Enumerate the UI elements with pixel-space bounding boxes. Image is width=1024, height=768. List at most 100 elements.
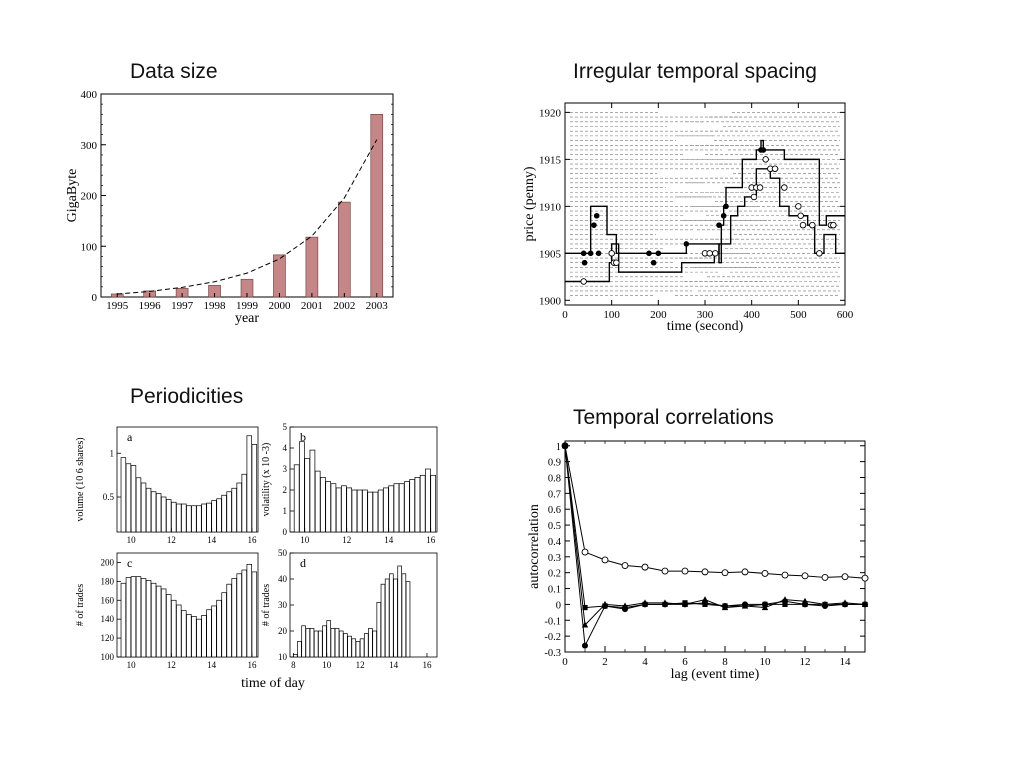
y-tick-label: -0.2 bbox=[544, 632, 561, 643]
data-point-open-circle bbox=[741, 568, 749, 576]
histogram-bar bbox=[251, 571, 258, 658]
trade-point-open bbox=[781, 184, 788, 191]
caption-periodicities: Periodicities bbox=[130, 385, 244, 408]
data-point-open-circle bbox=[841, 573, 849, 581]
data-point-filled-triangle bbox=[601, 600, 609, 607]
data-point-open-circle bbox=[821, 573, 829, 581]
trade-point-open bbox=[771, 165, 779, 173]
x-axis-label: year bbox=[235, 311, 259, 326]
data-point-open-circle bbox=[801, 572, 809, 580]
x-tick-label: 10 bbox=[760, 656, 772, 668]
y-tick-label: 0.9 bbox=[548, 458, 561, 469]
panel-letter: c bbox=[127, 556, 132, 570]
y-tick-label: 0.2 bbox=[548, 569, 561, 580]
data-point-open-circle bbox=[581, 548, 589, 556]
data-point-filled-triangle bbox=[661, 599, 669, 606]
trade-point-filled bbox=[580, 250, 587, 257]
x-tick-label: 400 bbox=[743, 309, 760, 321]
x-tick-label: 10 bbox=[127, 660, 137, 670]
x-tick-label: 16 bbox=[247, 535, 257, 545]
x-tick-label: 1999 bbox=[236, 300, 259, 312]
x-tick-label: 14 bbox=[389, 660, 399, 670]
x-tick-label: 0 bbox=[562, 656, 568, 668]
y-tick-label: 140 bbox=[101, 614, 115, 624]
x-tick-label: 8 bbox=[291, 660, 296, 670]
trade-point-filled bbox=[655, 250, 662, 257]
x-tick-label: 12 bbox=[167, 535, 176, 545]
y-tick-label: 0.3 bbox=[548, 553, 561, 564]
x-tick-label: 16 bbox=[422, 660, 432, 670]
y-tick-label: 160 bbox=[101, 595, 115, 605]
x-tick-label: 12 bbox=[356, 660, 365, 670]
y-tick-label: 120 bbox=[101, 633, 115, 643]
data-point-filled-triangle bbox=[701, 596, 709, 603]
data-point-filled-square bbox=[782, 601, 788, 608]
x-tick-label: 10 bbox=[127, 535, 137, 545]
panel-letter: b bbox=[300, 430, 306, 444]
y-tick-label: 50 bbox=[278, 548, 288, 558]
data-point-open-circle bbox=[661, 567, 669, 575]
y-tick-label: 0 bbox=[556, 600, 561, 611]
x-tick-label: 16 bbox=[247, 660, 257, 670]
panel-letter: a bbox=[127, 430, 133, 444]
y-tick-label: 1910 bbox=[539, 201, 562, 213]
data-point-filled-square bbox=[702, 601, 708, 608]
trade-point-filled bbox=[595, 250, 602, 257]
y-tick-label: 0.4 bbox=[548, 537, 562, 548]
trade-point-open bbox=[816, 250, 823, 257]
series-line bbox=[564, 445, 866, 627]
trade-point-open bbox=[608, 250, 615, 257]
trade-point-filled bbox=[723, 203, 729, 210]
trade-point-open bbox=[613, 259, 620, 266]
y-tick-label: 200 bbox=[101, 557, 115, 567]
x-axis-label: lag (event time) bbox=[671, 667, 760, 682]
price-step-line bbox=[565, 139, 845, 264]
data-point-filled-circle bbox=[582, 642, 588, 649]
x-tick-label: 12 bbox=[167, 660, 176, 670]
y-tick-label: 20 bbox=[278, 626, 288, 636]
data-point-open-circle bbox=[761, 570, 769, 577]
data-point-open-circle bbox=[641, 563, 649, 571]
y-tick-label: 40 bbox=[278, 574, 288, 584]
y-tick-label: 0.5 bbox=[548, 521, 561, 532]
y-tick-label: 0 bbox=[92, 292, 98, 304]
trade-point-open bbox=[799, 221, 807, 229]
trade-point-open bbox=[762, 156, 769, 163]
trade-point-filled bbox=[720, 212, 727, 219]
y-tick-label: 4 bbox=[283, 443, 288, 453]
x-axis-label: time (second) bbox=[667, 319, 744, 334]
trade-point-filled bbox=[581, 259, 588, 266]
data-point-filled-triangle bbox=[621, 602, 629, 609]
data-point-open-circle bbox=[721, 569, 729, 577]
data-point-open-circle bbox=[621, 562, 629, 569]
x-tick-label: 12 bbox=[342, 535, 351, 545]
y-tick-label: 2 bbox=[283, 485, 288, 495]
y-tick-label: 1915 bbox=[539, 154, 562, 166]
y-tick-label: 5 bbox=[283, 422, 288, 432]
trade-point-filled bbox=[646, 250, 652, 257]
panel-y-axis-label: volatility (x 10 -3) bbox=[261, 443, 272, 517]
data-point-filled-triangle bbox=[741, 602, 749, 609]
y-tick-label: 0 bbox=[283, 527, 288, 537]
trend-line bbox=[117, 139, 378, 295]
y-tick-label: 0.8 bbox=[548, 473, 561, 484]
data-point-open-circle bbox=[701, 568, 709, 576]
y-tick-label: 300 bbox=[81, 140, 98, 152]
y-tick-label: 1 bbox=[283, 506, 288, 516]
y-tick-label: 1 bbox=[110, 448, 115, 458]
x-tick-label: 300 bbox=[697, 309, 714, 321]
data-point-filled-triangle bbox=[581, 621, 589, 628]
x-axis-label: time of day bbox=[241, 676, 305, 691]
y-tick-label: 30 bbox=[278, 600, 288, 610]
x-tick-label: 10 bbox=[300, 535, 310, 545]
trade-point-filled bbox=[716, 222, 722, 228]
panel-letter: d bbox=[300, 556, 306, 570]
trade-point-open bbox=[580, 278, 587, 285]
x-tick-label: 2000 bbox=[268, 300, 291, 312]
x-tick-label: 4 bbox=[642, 656, 648, 668]
x-tick-label: 1998 bbox=[204, 300, 227, 312]
trade-point-filled bbox=[683, 241, 690, 247]
y-tick-label: 1920 bbox=[539, 107, 562, 119]
data-point-filled-triangle bbox=[641, 599, 649, 606]
